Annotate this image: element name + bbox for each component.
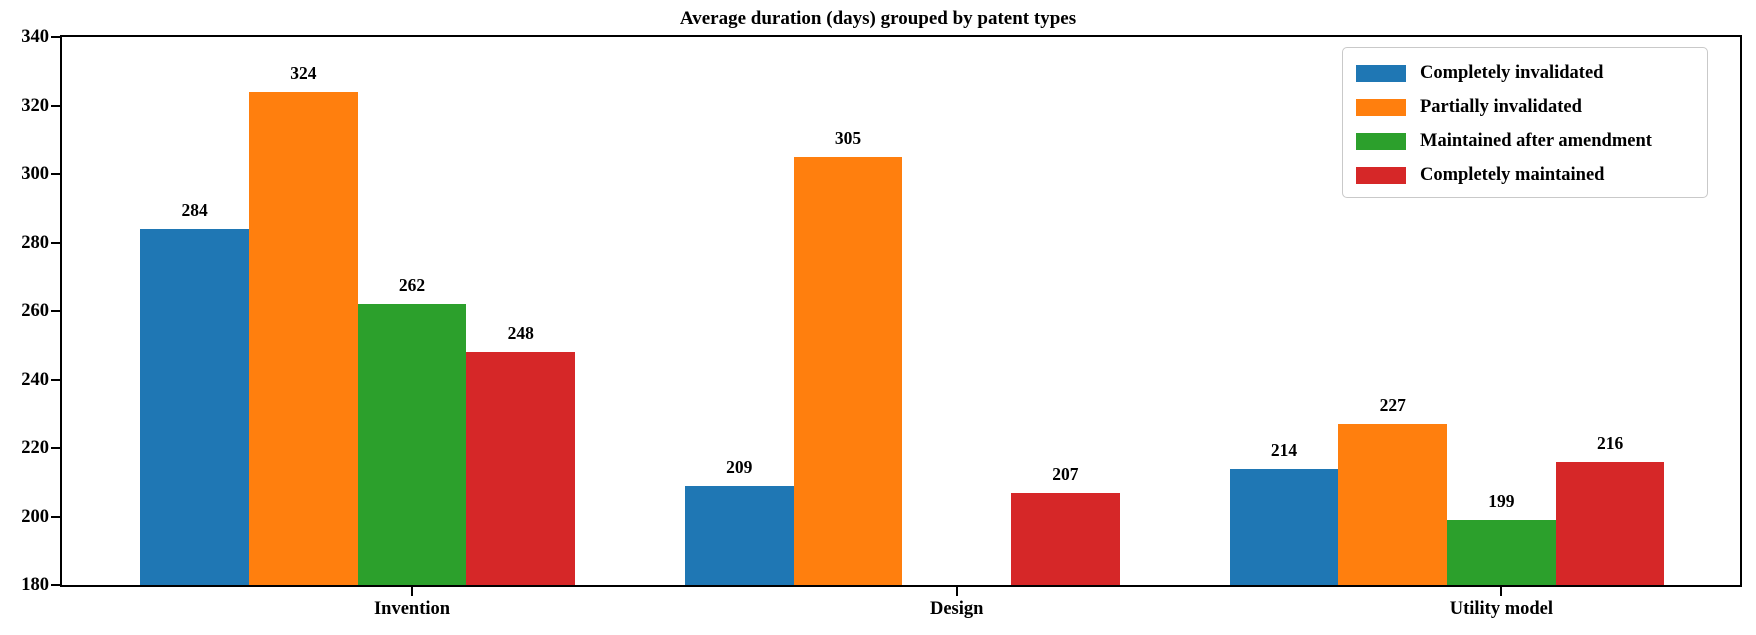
y-axis-tick-mark [51, 173, 60, 175]
legend-label: Partially invalidated [1420, 97, 1582, 117]
bar-value-label: 216 [1596, 432, 1624, 453]
y-axis-tick-mark [51, 447, 60, 449]
legend-swatch-completely-invalidated [1356, 65, 1406, 82]
bar-utility-model-maintained-after-amendment [1447, 519, 1556, 585]
legend-item-completely-maintained: Completely maintained [1356, 163, 1694, 188]
bar-value-label: 324 [290, 62, 317, 83]
legend-item-maintained-after-amendment: Maintained after amendment [1356, 129, 1694, 154]
bar-design-partially-invalidated [793, 156, 903, 585]
bar-value-label: 209 [726, 456, 753, 477]
y-axis-tick-label: 340 [21, 27, 49, 47]
bar-invention-partially-invalidated [248, 91, 358, 585]
legend-label: Maintained after amendment [1420, 131, 1652, 151]
legend-swatch-maintained-after-amendment [1356, 133, 1406, 150]
bar-design-completely-maintained [1011, 492, 1120, 585]
legend: Completely invalidated Partially invalida… [1342, 47, 1708, 198]
bar-invention-maintained-after-amendment [357, 304, 467, 585]
x-axis-tick-label-invention: Invention [373, 599, 451, 619]
bar-design-completely-invalidated [684, 485, 794, 585]
bar-value-label: 227 [1379, 395, 1406, 416]
y-axis-tick-label: 240 [21, 369, 49, 390]
bar-invention-completely-maintained [466, 352, 576, 585]
x-axis-tick-label-utility-model: Utility model [1449, 599, 1554, 619]
bar-value-label: 214 [1270, 439, 1298, 460]
x-axis-tick-label-design: Design [929, 599, 984, 619]
legend-swatch-partially-invalidated [1356, 99, 1406, 116]
bar-value-label: 248 [507, 323, 534, 344]
y-axis-tick-label: 180 [21, 575, 49, 595]
bar-value-label: 199 [1488, 490, 1515, 511]
bar-value-label: 262 [398, 275, 426, 296]
y-axis-tick-label: 200 [21, 506, 49, 527]
y-axis-tick-mark [51, 310, 60, 312]
bar-value-label: 207 [1052, 463, 1079, 484]
bar-value-label: 305 [834, 127, 862, 148]
y-axis-tick-mark [51, 241, 60, 244]
legend-label: Completely invalidated [1420, 63, 1604, 83]
y-axis-tick-mark [51, 378, 60, 381]
legend-label: Completely maintained [1420, 165, 1605, 185]
legend-item-partially-invalidated: Partially invalidated [1356, 95, 1694, 120]
y-axis-tick-label: 260 [21, 301, 49, 321]
y-axis-tick-mark [51, 104, 60, 107]
bar-invention-completely-invalidated [140, 228, 249, 585]
y-axis-tick-label: 280 [21, 232, 49, 253]
y-axis-tick-label: 220 [21, 438, 49, 458]
bar-utility-model-completely-invalidated [1229, 468, 1339, 585]
x-axis-tick-mark [1500, 587, 1503, 596]
x-axis-tick-mark [955, 587, 958, 596]
chart-title: Average duration (days) grouped by paten… [679, 8, 1077, 29]
legend-swatch-completely-maintained [1356, 167, 1406, 184]
y-axis-tick-label: 300 [21, 164, 49, 184]
y-axis-tick-mark [51, 584, 60, 586]
y-axis-tick-label: 320 [21, 95, 49, 116]
x-axis-tick-mark [411, 587, 414, 596]
legend-item-completely-invalidated: Completely invalidated [1356, 61, 1694, 86]
y-axis-tick-mark [51, 36, 60, 38]
y-axis-tick-mark [51, 515, 60, 518]
bar-utility-model-partially-invalidated [1338, 424, 1448, 585]
bar-utility-model-completely-maintained [1555, 461, 1665, 585]
bar-value-label: 284 [181, 199, 208, 220]
